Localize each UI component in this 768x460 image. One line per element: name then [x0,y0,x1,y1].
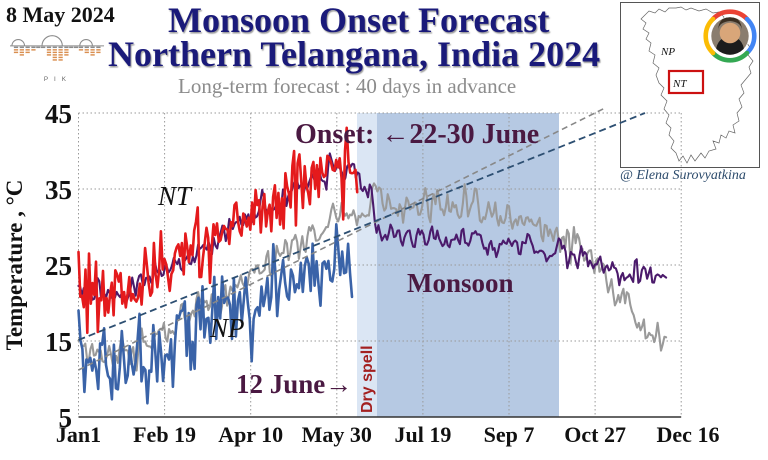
svg-text:Jan1: Jan1 [56,422,101,447]
svg-text:NT: NT [157,181,193,211]
svg-text:NP: NP [209,313,245,343]
svg-text:45: 45 [45,99,72,129]
svg-text:Monsoon: Monsoon [407,268,514,298]
svg-text:12 June→: 12 June→ [236,369,352,399]
svg-text:Onset: ←22-30 June: Onset: ←22-30 June [295,119,539,150]
svg-text:Sep 7: Sep 7 [484,422,535,447]
svg-text:25: 25 [45,251,72,281]
svg-text:Feb 19: Feb 19 [133,422,196,447]
svg-text:Apr 10: Apr 10 [218,422,283,447]
svg-text:15: 15 [45,327,72,357]
svg-text:35: 35 [45,175,72,205]
svg-text:Dry spell: Dry spell [359,345,376,413]
svg-text:Dec 16: Dec 16 [657,422,720,447]
svg-text:Oct 27: Oct 27 [564,422,626,447]
svg-text:Jul 19: Jul 19 [394,422,451,447]
svg-text:Temperature , °C: Temperature , °C [2,180,27,351]
svg-text:May 30: May 30 [302,422,372,447]
